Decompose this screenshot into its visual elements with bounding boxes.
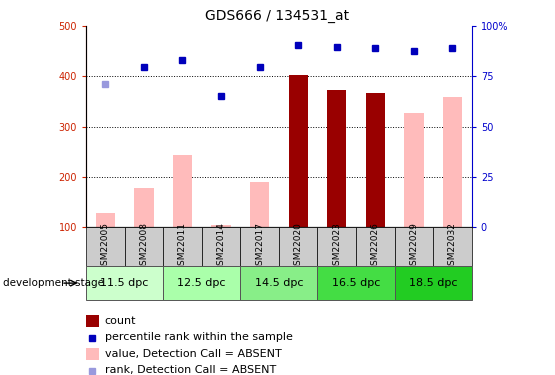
Bar: [250, 182, 269, 227]
Bar: [163, 227, 202, 266]
Bar: [356, 227, 395, 266]
Text: percentile rank within the sample: percentile rank within the sample: [105, 333, 292, 342]
Text: GSM22023: GSM22023: [332, 222, 341, 271]
Text: GSM22029: GSM22029: [410, 222, 418, 271]
Bar: [395, 227, 433, 266]
Text: GSM22032: GSM22032: [448, 222, 457, 271]
Bar: [404, 112, 423, 227]
Text: rank, Detection Call = ABSENT: rank, Detection Call = ABSENT: [105, 366, 276, 375]
Text: GSM22005: GSM22005: [101, 222, 110, 271]
Bar: [95, 213, 115, 227]
Bar: [211, 225, 231, 227]
Text: GSM22020: GSM22020: [294, 222, 302, 271]
Bar: [86, 348, 99, 360]
Bar: [366, 93, 385, 227]
Bar: [86, 266, 163, 300]
Bar: [327, 90, 346, 227]
Text: 11.5 dpc: 11.5 dpc: [100, 278, 149, 288]
Text: GSM22014: GSM22014: [216, 222, 225, 271]
Text: 14.5 dpc: 14.5 dpc: [255, 278, 303, 288]
Text: 12.5 dpc: 12.5 dpc: [178, 278, 226, 288]
Bar: [395, 266, 472, 300]
Text: value, Detection Call = ABSENT: value, Detection Call = ABSENT: [105, 349, 281, 359]
Bar: [240, 227, 279, 266]
Bar: [173, 155, 192, 227]
Bar: [240, 266, 317, 300]
Text: GDS666 / 134531_at: GDS666 / 134531_at: [205, 9, 350, 23]
Bar: [289, 75, 308, 227]
Bar: [124, 227, 163, 266]
Bar: [134, 188, 154, 227]
Text: 16.5 dpc: 16.5 dpc: [332, 278, 380, 288]
Bar: [86, 227, 125, 266]
Text: GSM22026: GSM22026: [371, 222, 380, 271]
Bar: [202, 227, 240, 266]
Bar: [433, 227, 472, 266]
Bar: [317, 227, 356, 266]
Text: 18.5 dpc: 18.5 dpc: [409, 278, 457, 288]
Text: count: count: [105, 316, 137, 326]
Bar: [279, 227, 317, 266]
Text: GSM22011: GSM22011: [178, 222, 187, 271]
Bar: [163, 266, 240, 300]
Bar: [443, 98, 462, 227]
Text: GSM22017: GSM22017: [255, 222, 264, 271]
Text: GSM22008: GSM22008: [139, 222, 148, 271]
Text: development stage: development stage: [3, 278, 104, 288]
Bar: [86, 315, 99, 327]
Bar: [317, 266, 395, 300]
